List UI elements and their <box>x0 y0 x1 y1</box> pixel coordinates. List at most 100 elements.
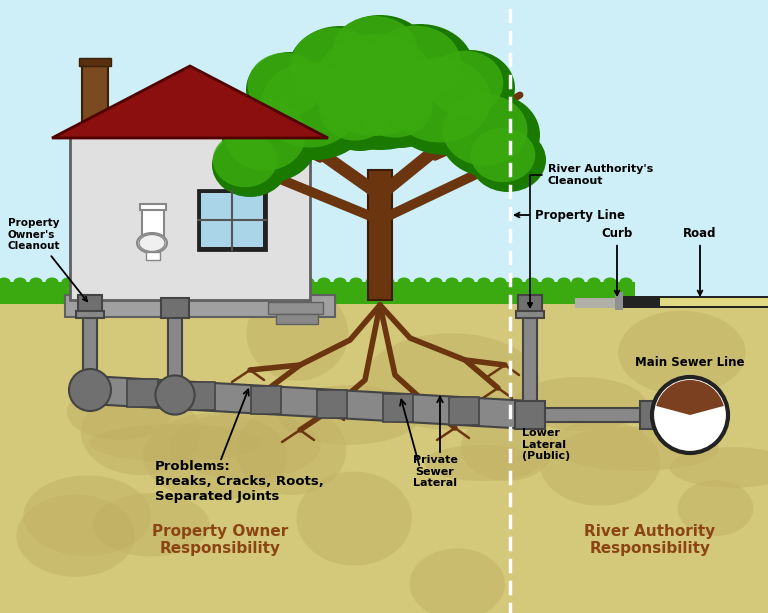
Ellipse shape <box>358 77 432 137</box>
Ellipse shape <box>478 278 491 286</box>
Ellipse shape <box>61 278 74 286</box>
FancyBboxPatch shape <box>0 300 768 613</box>
Ellipse shape <box>541 278 554 286</box>
FancyBboxPatch shape <box>83 308 97 404</box>
FancyBboxPatch shape <box>518 295 542 313</box>
Text: Main Sewer Line: Main Sewer Line <box>635 356 745 369</box>
Ellipse shape <box>157 278 170 286</box>
Ellipse shape <box>143 413 288 500</box>
Ellipse shape <box>356 76 444 148</box>
Ellipse shape <box>89 424 262 462</box>
Ellipse shape <box>413 278 426 286</box>
Ellipse shape <box>509 278 522 286</box>
Polygon shape <box>52 66 328 138</box>
Ellipse shape <box>69 369 111 411</box>
Ellipse shape <box>513 377 646 431</box>
Ellipse shape <box>604 278 617 286</box>
Ellipse shape <box>302 278 315 286</box>
Ellipse shape <box>29 278 42 286</box>
Polygon shape <box>89 376 531 429</box>
FancyBboxPatch shape <box>268 302 323 314</box>
FancyBboxPatch shape <box>575 282 635 304</box>
FancyBboxPatch shape <box>201 193 263 247</box>
FancyBboxPatch shape <box>523 300 537 429</box>
Ellipse shape <box>221 278 234 286</box>
Ellipse shape <box>110 278 123 286</box>
FancyBboxPatch shape <box>250 386 281 414</box>
Ellipse shape <box>212 133 288 197</box>
Ellipse shape <box>539 420 660 506</box>
Ellipse shape <box>318 79 402 151</box>
Ellipse shape <box>317 278 330 286</box>
Ellipse shape <box>67 384 173 440</box>
Ellipse shape <box>190 278 203 286</box>
FancyBboxPatch shape <box>316 390 347 417</box>
Text: Problems:
Breaks, Cracks, Roots,
Separated Joints: Problems: Breaks, Cracks, Roots, Separat… <box>155 460 324 503</box>
FancyBboxPatch shape <box>82 62 108 137</box>
Text: River Authority
Responsibility: River Authority Responsibility <box>584 524 716 556</box>
Ellipse shape <box>296 471 412 566</box>
FancyBboxPatch shape <box>78 295 102 313</box>
Text: Property
Owner's
Cleanout: Property Owner's Cleanout <box>8 218 87 301</box>
Text: Curb: Curb <box>601 227 633 295</box>
Ellipse shape <box>246 52 334 128</box>
Ellipse shape <box>260 63 359 148</box>
Ellipse shape <box>445 278 458 286</box>
FancyBboxPatch shape <box>382 394 413 422</box>
FancyBboxPatch shape <box>65 295 335 317</box>
Ellipse shape <box>398 278 411 286</box>
Ellipse shape <box>247 53 323 117</box>
Ellipse shape <box>137 233 167 253</box>
Ellipse shape <box>0 278 11 286</box>
FancyBboxPatch shape <box>198 190 266 250</box>
Ellipse shape <box>314 34 436 136</box>
Ellipse shape <box>677 481 753 536</box>
Ellipse shape <box>427 51 503 115</box>
Ellipse shape <box>236 405 346 495</box>
Text: Property Owner
Responsibility: Property Owner Responsibility <box>152 524 288 556</box>
Ellipse shape <box>366 278 379 286</box>
Text: Private
Sewer
Lateral: Private Sewer Lateral <box>412 455 458 488</box>
Ellipse shape <box>45 278 58 286</box>
Ellipse shape <box>385 55 505 155</box>
Ellipse shape <box>257 60 373 160</box>
Ellipse shape <box>288 26 392 114</box>
Ellipse shape <box>571 278 584 286</box>
Ellipse shape <box>174 278 187 286</box>
FancyBboxPatch shape <box>127 379 158 407</box>
Ellipse shape <box>139 235 165 251</box>
Ellipse shape <box>206 278 219 286</box>
FancyBboxPatch shape <box>0 0 768 300</box>
Ellipse shape <box>620 278 633 286</box>
Ellipse shape <box>618 311 746 395</box>
Ellipse shape <box>494 278 507 286</box>
FancyBboxPatch shape <box>276 314 318 324</box>
Ellipse shape <box>155 375 194 414</box>
FancyBboxPatch shape <box>449 397 479 425</box>
Ellipse shape <box>222 98 318 182</box>
Ellipse shape <box>470 128 546 192</box>
Ellipse shape <box>424 445 540 481</box>
Ellipse shape <box>291 28 379 102</box>
FancyBboxPatch shape <box>184 383 215 410</box>
FancyBboxPatch shape <box>168 302 182 378</box>
Ellipse shape <box>366 24 474 112</box>
Ellipse shape <box>462 278 475 286</box>
Circle shape <box>652 377 728 453</box>
Ellipse shape <box>94 278 107 286</box>
Text: Property Line: Property Line <box>515 208 625 221</box>
FancyBboxPatch shape <box>530 408 655 422</box>
Ellipse shape <box>81 390 200 475</box>
FancyBboxPatch shape <box>161 298 189 318</box>
Ellipse shape <box>409 549 505 613</box>
Ellipse shape <box>461 414 553 481</box>
Ellipse shape <box>224 99 306 170</box>
Ellipse shape <box>425 50 515 126</box>
Text: Road: Road <box>684 227 717 295</box>
Ellipse shape <box>125 278 138 286</box>
FancyBboxPatch shape <box>79 58 111 66</box>
Ellipse shape <box>213 133 277 187</box>
Text: Lower
Lateral
(Public): Lower Lateral (Public) <box>522 428 571 461</box>
Ellipse shape <box>382 278 395 286</box>
Ellipse shape <box>237 278 250 286</box>
